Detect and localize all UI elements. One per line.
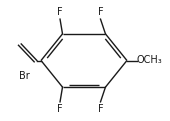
Text: F: F xyxy=(98,7,103,17)
Text: F: F xyxy=(98,104,103,114)
Text: F: F xyxy=(57,7,63,17)
Text: OCH₃: OCH₃ xyxy=(137,56,163,65)
Text: Br: Br xyxy=(19,71,29,81)
Text: F: F xyxy=(57,104,63,114)
